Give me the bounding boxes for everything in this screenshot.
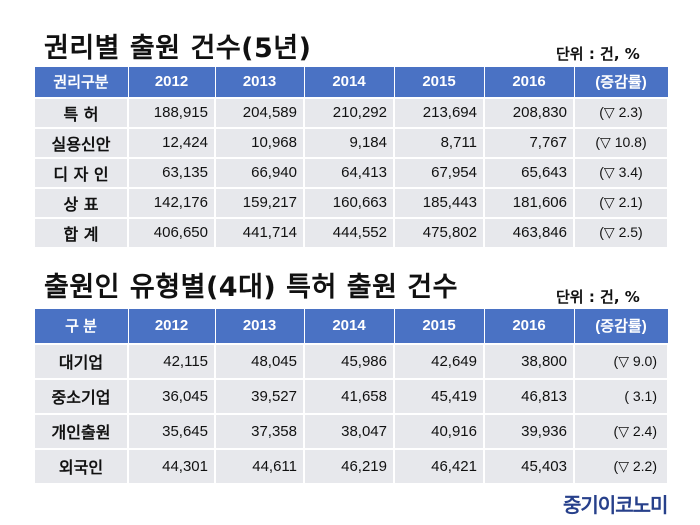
table-cell: 39,527: [214, 377, 305, 415]
table2-header-year: 2014: [303, 308, 395, 344]
table-row: 특 허 188,915 204,589 210,292 213,694 208,…: [33, 96, 669, 129]
table2-header-year: 2012: [127, 308, 216, 344]
row-label: 특 허: [33, 96, 129, 129]
change-cell: (▽ 2.3): [573, 96, 669, 129]
table-cell: 213,694: [393, 96, 485, 129]
table1-header-year: 2012: [127, 66, 216, 98]
table-cell: 64,413: [303, 156, 395, 189]
row-label: 대기업: [33, 342, 129, 380]
table2-header-category: 구 분: [33, 308, 129, 344]
change-cell: ( 3.1): [573, 377, 669, 415]
table-cell: 475,802: [393, 216, 485, 249]
table-cell: 42,115: [127, 342, 216, 380]
table1-header-row: 권리구분 2012 2013 2014 2015 2016 (증감률): [33, 66, 669, 98]
table2-unit-note: 단위 : 건, %: [556, 288, 640, 306]
table-cell: 208,830: [483, 96, 575, 129]
table1-header-year: 2016: [483, 66, 575, 98]
table-cell: 40,916: [393, 412, 485, 450]
table-cell: 444,552: [303, 216, 395, 249]
table-cell: 441,714: [214, 216, 305, 249]
row-label: 개인출원: [33, 412, 129, 450]
row-label: 실용신안: [33, 126, 129, 159]
table1-header-category: 권리구분: [33, 66, 129, 98]
table2-header-year: 2016: [483, 308, 575, 344]
table-cell: 38,800: [483, 342, 575, 380]
table-cell: 42,649: [393, 342, 485, 380]
table-row: 실용신안 12,424 10,968 9,184 8,711 7,767 (▽ …: [33, 126, 669, 159]
row-label: 중소기업: [33, 377, 129, 415]
table-cell: 46,219: [303, 447, 395, 485]
table-cell: 181,606: [483, 186, 575, 219]
table-row: 개인출원 35,645 37,358 38,047 40,916 39,936 …: [33, 412, 669, 450]
table1-header-year: 2014: [303, 66, 395, 98]
table-cell: 210,292: [303, 96, 395, 129]
table2-title: 출원인 유형별(4대) 특허 출원 건수: [44, 272, 458, 303]
row-label: 외국인: [33, 447, 129, 485]
table-cell: 185,443: [393, 186, 485, 219]
table-cell: 46,813: [483, 377, 575, 415]
table-row: 디 자 인 63,135 66,940 64,413 67,954 65,643…: [33, 156, 669, 189]
table2-header-change: (증감률): [573, 308, 669, 344]
row-label: 디 자 인: [33, 156, 129, 189]
table-cell: 48,045: [214, 342, 305, 380]
table-cell: 10,968: [214, 126, 305, 159]
table1-header-year: 2015: [393, 66, 485, 98]
table-cell: 63,135: [127, 156, 216, 189]
applicant-type-patents-table: 구 분 2012 2013 2014 2015 2016 (증감률) 대기업 4…: [33, 308, 669, 485]
table-cell: 159,217: [214, 186, 305, 219]
table-cell: 45,403: [483, 447, 575, 485]
table-cell: 45,986: [303, 342, 395, 380]
table-cell: 45,419: [393, 377, 485, 415]
table-cell: 67,954: [393, 156, 485, 189]
table-row: 외국인 44,301 44,611 46,219 46,421 45,403 (…: [33, 447, 669, 485]
table-cell: 35,645: [127, 412, 216, 450]
table-row: 상 표 142,176 159,217 160,663 185,443 181,…: [33, 186, 669, 219]
table-cell: 9,184: [303, 126, 395, 159]
table-cell: 204,589: [214, 96, 305, 129]
row-label: 합 계: [33, 216, 129, 249]
table-cell: 65,643: [483, 156, 575, 189]
table-cell: 39,936: [483, 412, 575, 450]
table-cell: 46,421: [393, 447, 485, 485]
change-cell: (▽ 2.2): [573, 447, 669, 485]
table-cell: 38,047: [303, 412, 395, 450]
change-cell: (▽ 2.1): [573, 186, 669, 219]
table-cell: 8,711: [393, 126, 485, 159]
table-cell: 44,611: [214, 447, 305, 485]
table-cell: 41,658: [303, 377, 395, 415]
change-cell: (▽ 2.5): [573, 216, 669, 249]
change-cell: (▽ 10.8): [573, 126, 669, 159]
table-cell: 36,045: [127, 377, 216, 415]
table-cell: 406,650: [127, 216, 216, 249]
table-cell: 142,176: [127, 186, 216, 219]
row-label: 상 표: [33, 186, 129, 219]
table1-header-change: (증감률): [573, 66, 669, 98]
table-cell: 12,424: [127, 126, 216, 159]
table2-header-year: 2013: [214, 308, 305, 344]
table-cell: 44,301: [127, 447, 216, 485]
table2-header-row: 구 분 2012 2013 2014 2015 2016 (증감률): [33, 308, 669, 344]
table-cell: 188,915: [127, 96, 216, 129]
table-cell: 37,358: [214, 412, 305, 450]
rights-applications-table: 권리구분 2012 2013 2014 2015 2016 (증감률) 특 허 …: [33, 66, 669, 249]
table-row: 중소기업 36,045 39,527 41,658 45,419 46,813 …: [33, 377, 669, 415]
change-cell: (▽ 2.4): [573, 412, 669, 450]
table-cell: 463,846: [483, 216, 575, 249]
change-cell: (▽ 3.4): [573, 156, 669, 189]
table-cell: 66,940: [214, 156, 305, 189]
table2-header-year: 2015: [393, 308, 485, 344]
change-cell: (▽ 9.0): [573, 342, 669, 380]
table-cell: 160,663: [303, 186, 395, 219]
table1-title: 권리별 출원 건수(5년): [44, 33, 312, 64]
table-row: 대기업 42,115 48,045 45,986 42,649 38,800 (…: [33, 342, 669, 380]
table1-header-year: 2013: [214, 66, 305, 98]
table1-unit-note: 단위 : 건, %: [556, 45, 640, 63]
table-cell: 7,767: [483, 126, 575, 159]
publisher-logo: 중기이코노미: [563, 493, 668, 517]
table-row: 합 계 406,650 441,714 444,552 475,802 463,…: [33, 216, 669, 249]
